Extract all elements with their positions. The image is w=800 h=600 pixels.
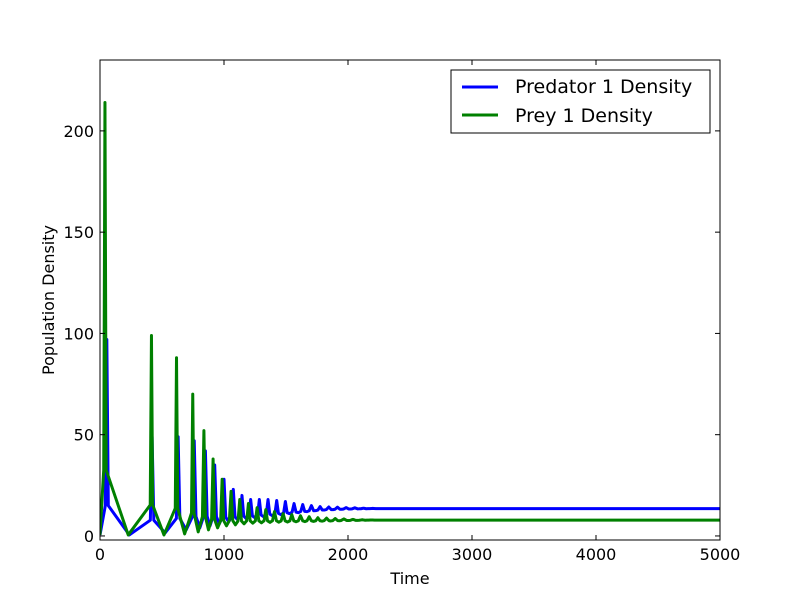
- legend-label-predator: Predator 1 Density: [515, 76, 692, 98]
- y-tick-label: 150: [63, 223, 94, 242]
- x-tick-label: 1000: [204, 545, 245, 564]
- y-tick-label: 0: [84, 527, 94, 546]
- series-line-prey: [100, 101, 720, 537]
- x-tick-label: 5000: [700, 545, 741, 564]
- y-tick-label: 100: [63, 324, 94, 343]
- x-axis: 0 1000 2000 3000 4000 5000: [95, 60, 740, 564]
- legend-label-prey: Prey 1 Density: [515, 105, 653, 127]
- legend: Predator 1 Density Prey 1 Density: [450, 69, 711, 134]
- x-tick-label: 2000: [328, 545, 369, 564]
- x-tick-label: 4000: [576, 545, 617, 564]
- y-axis: 0 50 100 150 200: [63, 122, 720, 546]
- x-tick-label: 3000: [452, 545, 493, 564]
- plot-frame: [99, 59, 721, 541]
- legend-box: [450, 69, 711, 134]
- y-tick-label: 200: [63, 122, 94, 141]
- y-axis-title: Population Density: [39, 225, 58, 375]
- x-axis-title: Time: [389, 569, 429, 588]
- series-layer: [100, 101, 720, 537]
- x-tick-label: 0: [95, 545, 105, 564]
- y-tick-label: 50: [74, 426, 94, 445]
